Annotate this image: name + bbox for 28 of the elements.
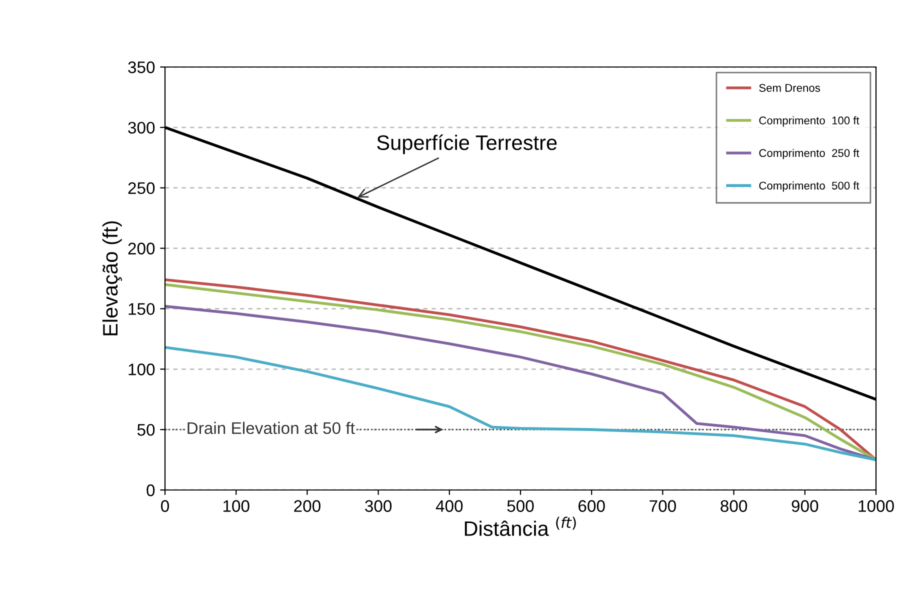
x-tick-label: 0 [161,500,169,512]
x-tick-label: 800 [720,500,748,512]
y-tick-label: 200 [128,242,155,254]
x-axis-title: Distância $^{(ft)}$ [464,516,576,536]
y-tick-label: 50 [137,424,155,436]
legend-label: Comprimento 100 ft [759,116,860,127]
legend-label: Comprimento 250 ft [759,148,860,160]
x-tick-label: 600 [578,500,605,512]
y-tick-label: 150 [128,303,155,315]
x-tick-label: 500 [507,500,534,512]
y-axis-title: Elevação (ft) [102,221,122,336]
ref-line-label: Drain Elevation at 50 ft [188,422,355,434]
y-tick-label: 250 [128,182,155,194]
annotation: Superfície Terrestre [377,134,557,154]
legend-label: Comprimento 500 ft [759,181,860,192]
line-series [165,346,876,462]
y-tick-label: 300 [128,122,155,134]
x-tick-label: 1000 [858,500,894,512]
x-tick-label: 100 [223,500,250,512]
y-tick-label: 0 [146,484,155,496]
x-tick-label: 700 [650,500,676,512]
y-tick-label: 350 [128,61,155,74]
x-tick-label: 400 [436,500,463,512]
legend-label: Sem Drenos [759,84,820,92]
y-tick-label: 100 [128,364,155,376]
x-tick-label: 900 [792,500,818,512]
x-tick-label: 200 [294,500,320,512]
x-tick-label: 300 [365,500,392,512]
